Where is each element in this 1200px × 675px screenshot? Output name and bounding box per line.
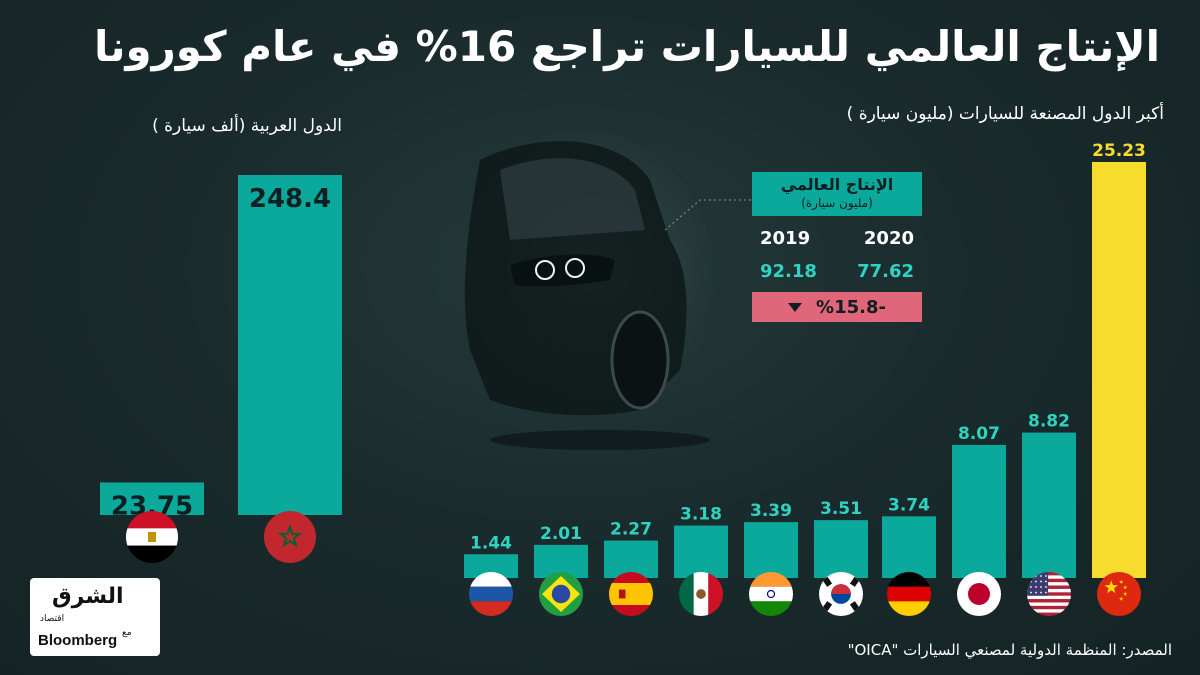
global-production-heading: الإنتاج العالمي (مليون سيارة) [752,172,922,216]
global-production-title: الإنتاج العالمي [780,175,894,194]
producer-bar-south-korea [814,520,868,578]
producer-bar-germany [882,516,936,578]
egypt-flag [126,511,178,563]
usa-flag [1027,572,1071,616]
producer-bar-label-spain: 2.27 [610,520,652,540]
japan-flag [957,572,1001,616]
values-row: 92.18 77.62 [752,261,922,282]
source-note: المصدر: المنظمة الدولية لمصنعي السيارات … [847,641,1172,659]
south-korea-flag [819,572,863,616]
china-flag [1097,572,1141,616]
india-flag [749,572,793,616]
germany-flag [887,572,931,616]
producer-bar-russia [464,554,518,578]
global-production-box: الإنتاج العالمي (مليون سيارة) 2019 2020 … [752,172,922,322]
producer-bar-india [744,522,798,578]
spain-flag [609,572,653,616]
page-title: الإنتاج العالمي للسيارات تراجع 16% في عا… [93,22,1160,71]
global-production-unit: (مليون سيارة) [801,196,873,210]
arab-bar-label-morocco: 248.4 [249,184,331,214]
brazil-flag [539,572,583,616]
down-arrow-icon [788,302,803,312]
morocco-flag [264,511,316,563]
arab-bar-morocco [238,175,342,515]
logo-bloomberg-text: Bloomberg [38,632,118,649]
year-2020: 2020 [863,228,914,249]
top-producers-subtitle: أكبر الدول المصنعة للسيارات (مليون سيارة… [846,104,1164,124]
producer-bar-label-germany: 3.74 [888,495,930,515]
car-illustration [445,130,710,450]
arab-bar-egypt [100,482,204,515]
producer-bar-label-brazil: 2.01 [540,524,582,544]
producer-bar-label-india: 3.39 [750,501,792,521]
producer-bar-label-russia: 1.44 [470,533,512,553]
producer-bar-spain [604,540,658,578]
arab-countries-subtitle: الدول العربية (ألف سيارة ) [152,116,342,136]
producer-bar-label-japan: 8.07 [958,424,1000,444]
producer-bar-label-south-korea: 3.51 [820,499,862,519]
producer-bar-mexico [674,525,728,578]
change-value: %15.8- [816,296,886,318]
change-badge: %15.8- [752,292,922,322]
year-2019: 2019 [760,228,811,249]
asharq-bloomberg-logo: الشرق اقتصاد مع Bloomberg [30,578,160,656]
value-2019: 92.18 [760,261,817,282]
russia-flag [469,572,513,616]
years-row: 2019 2020 [752,228,922,249]
producer-bar-japan [952,444,1006,578]
producer-bar-label-usa: 8.82 [1028,412,1070,432]
mexico-flag [679,572,723,616]
producer-bar-china [1092,162,1146,578]
logo-arabic-text: الشرق [52,584,124,609]
producer-bar-label-china: 25.23 [1092,141,1146,161]
value-2020: 77.62 [857,261,914,282]
logo-sub-text: اقتصاد [40,614,65,624]
producer-bar-label-mexico: 3.18 [680,505,722,525]
producer-bar-usa [1022,432,1076,578]
logo-with-text: مع [122,628,132,638]
